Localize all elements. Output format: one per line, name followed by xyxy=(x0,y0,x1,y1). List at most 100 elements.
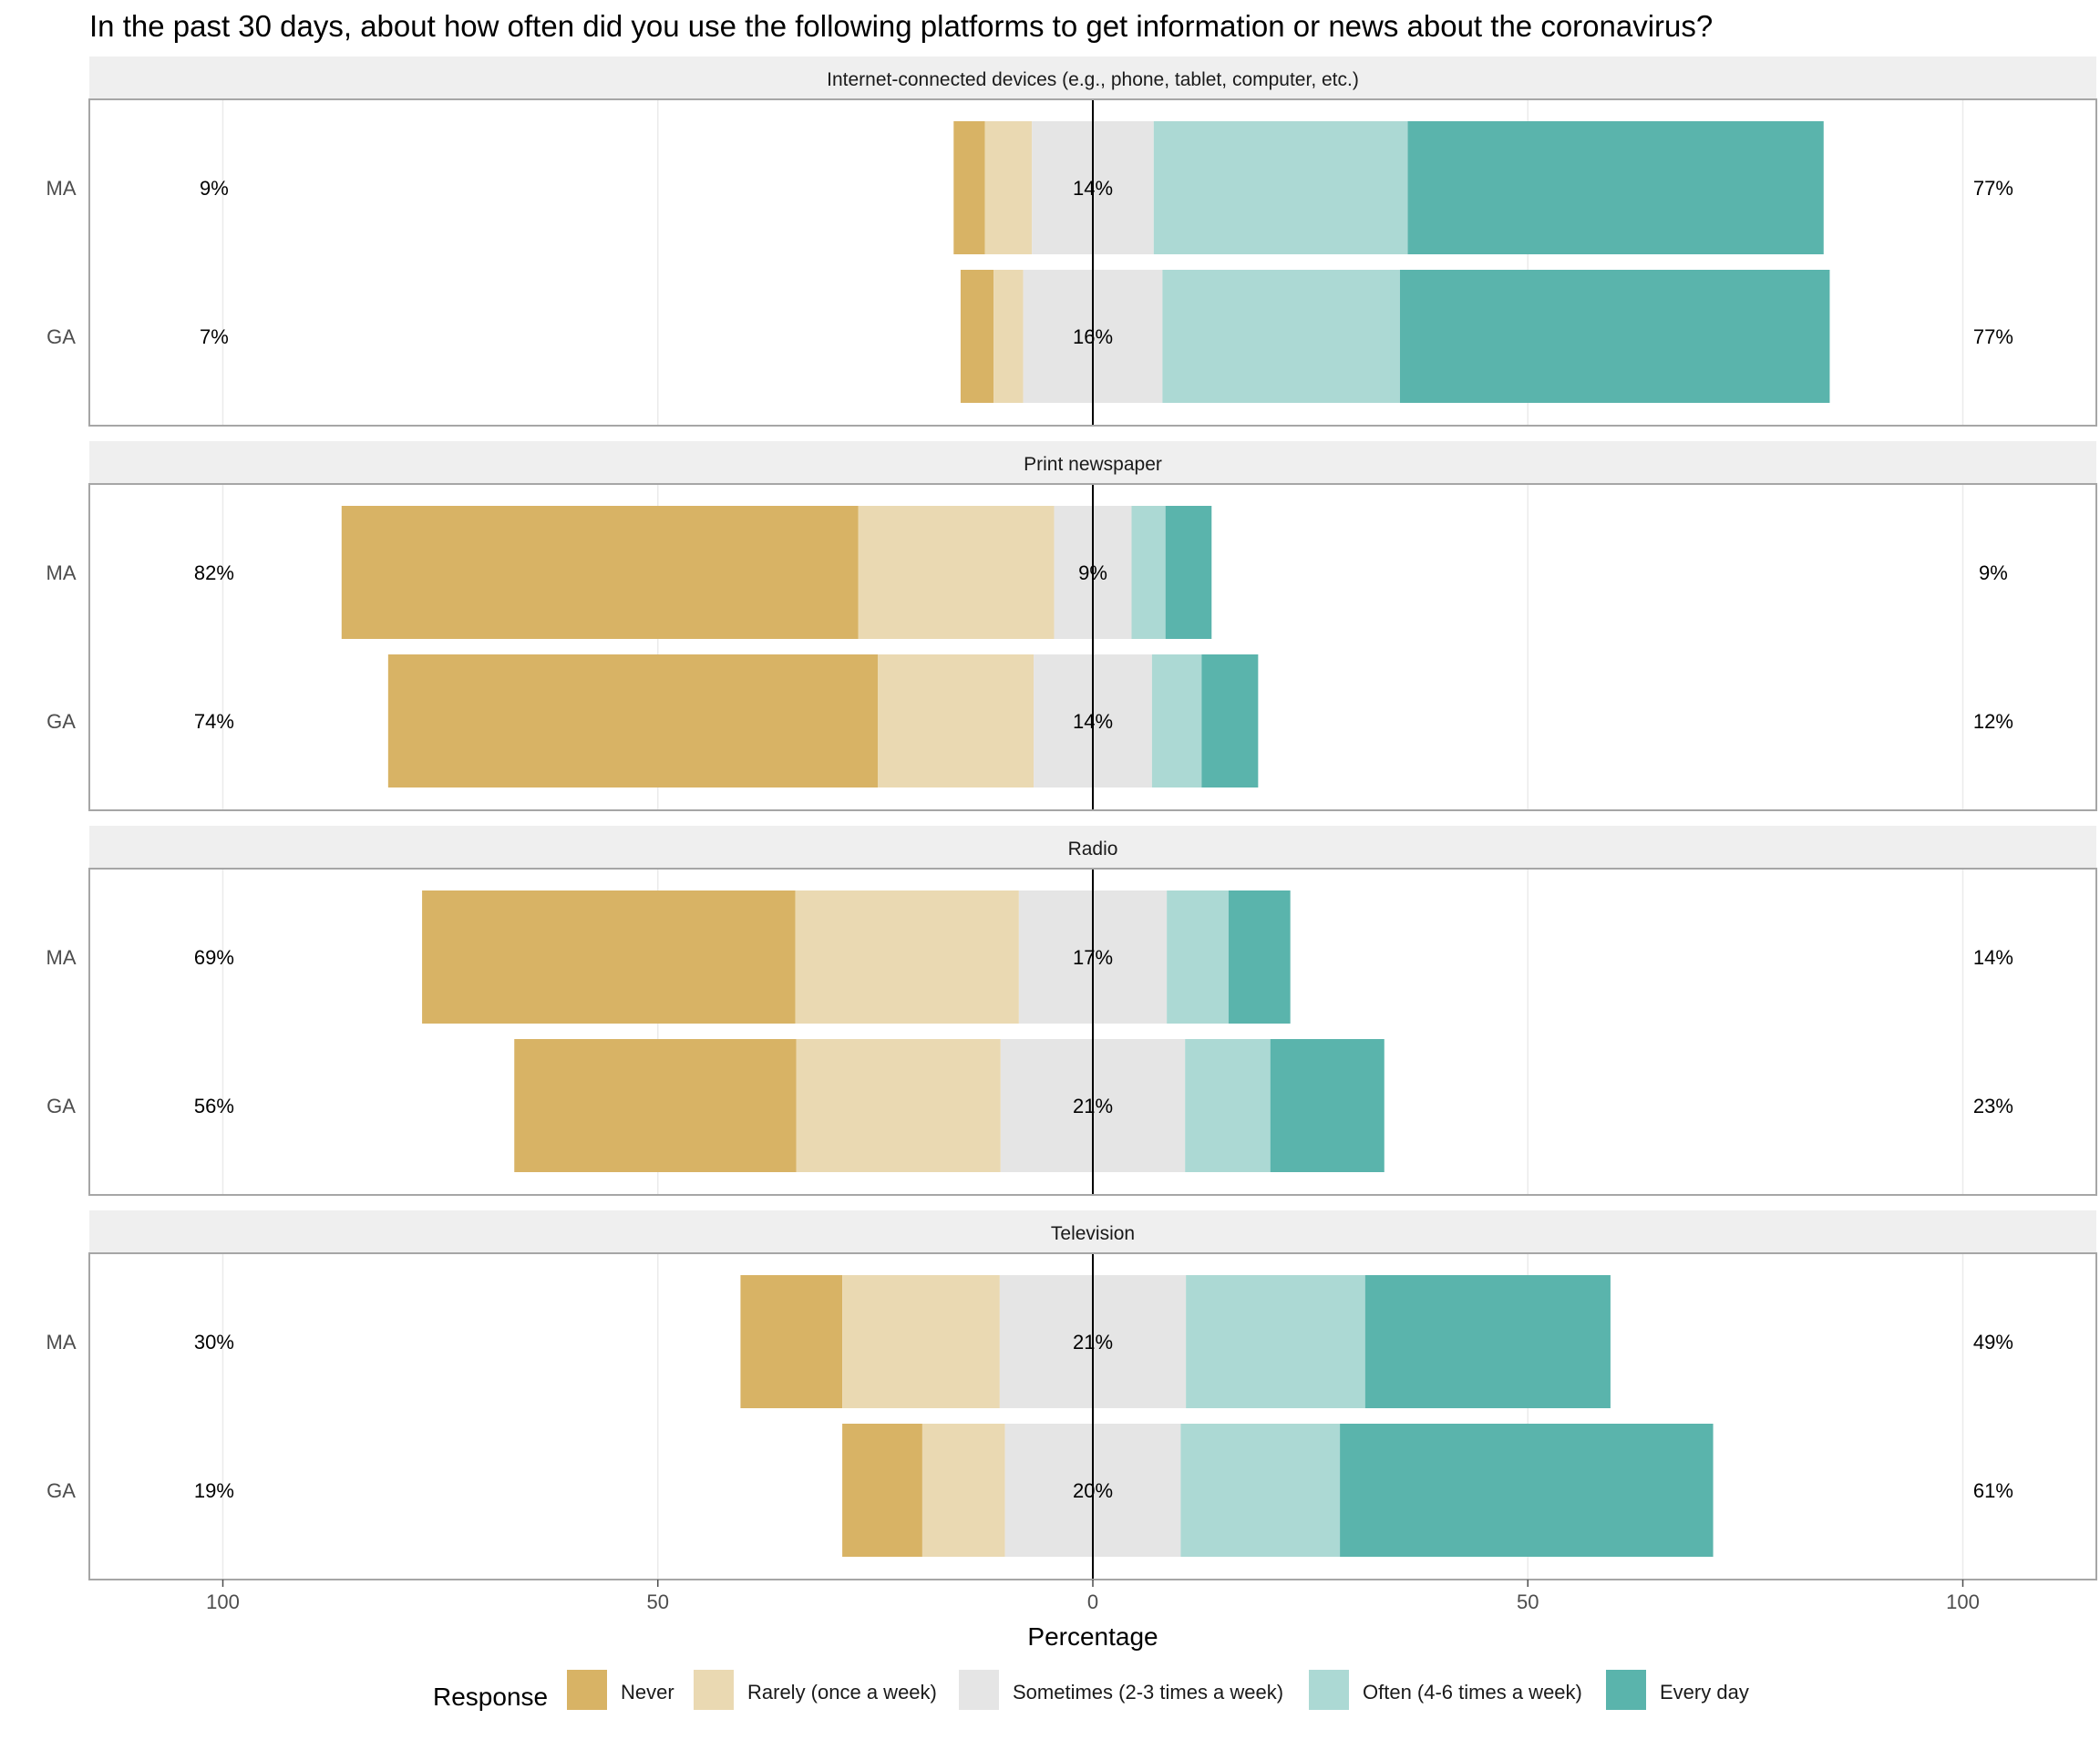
bar-segment xyxy=(796,1039,1001,1172)
legend-item: Rarely (once a week) xyxy=(694,1670,937,1710)
panel-border xyxy=(88,868,2097,1196)
bar-segment xyxy=(1167,890,1229,1024)
bar-segment xyxy=(1131,506,1166,639)
row-label: GA xyxy=(46,325,76,348)
bar-segment xyxy=(1185,1039,1271,1172)
bar-segment xyxy=(1201,654,1259,788)
x-tick-label: 100 xyxy=(1946,1590,1980,1613)
bar-segment xyxy=(921,1424,1005,1557)
low-percent-label: 9% xyxy=(200,177,229,200)
facet-strip xyxy=(89,441,2096,484)
bar-row: MA 30% 21% 49% xyxy=(46,1275,2013,1408)
low-percent-label: 56% xyxy=(194,1095,234,1117)
bar-segment xyxy=(878,654,1035,788)
bar-segment xyxy=(953,121,985,254)
facet-strip xyxy=(89,1210,2096,1253)
low-percent-label: 82% xyxy=(194,561,234,584)
bar-segment xyxy=(1407,121,1824,254)
legend-item: Every day xyxy=(1606,1670,1749,1710)
bar-row: MA 69% 17% 14% xyxy=(46,890,2013,1024)
high-percent-label: 77% xyxy=(1973,177,2013,200)
legend-label: Rarely (once a week) xyxy=(747,1681,937,1704)
row-label: GA xyxy=(46,710,76,733)
bar-segment xyxy=(514,1039,797,1172)
facet-strip xyxy=(89,57,2096,99)
bar-segment xyxy=(984,121,1033,254)
bar-row: MA 82% 9% 9% xyxy=(46,506,2008,639)
facet-title: Television xyxy=(1051,1223,1135,1244)
panel-border xyxy=(88,483,2097,811)
bar-segment xyxy=(1153,121,1408,254)
low-percent-label: 74% xyxy=(194,710,234,733)
bar-row: GA 7% 16% 77% xyxy=(46,270,2013,403)
bar-segment xyxy=(1162,270,1400,403)
low-percent-label: 19% xyxy=(194,1479,234,1502)
x-tick-label: 50 xyxy=(1517,1590,1539,1613)
bar-segment xyxy=(387,654,879,788)
bar-segment xyxy=(422,890,796,1024)
facet-strip xyxy=(89,826,2096,869)
facet-title: Radio xyxy=(1068,839,1118,860)
legend-swatch xyxy=(567,1670,607,1710)
high-percent-label: 14% xyxy=(1973,946,2013,969)
legend: Response Never Rarely (once a week) Sometim… xyxy=(433,1670,1749,1711)
legend-swatch xyxy=(1606,1670,1646,1710)
row-label: GA xyxy=(46,1095,76,1117)
bar-segment xyxy=(993,270,1024,403)
legend-title: Response xyxy=(433,1683,548,1711)
low-percent-label: 69% xyxy=(194,946,234,969)
x-tick-label: 0 xyxy=(1087,1590,1098,1613)
legend-item: Often (4-6 times a week) xyxy=(1309,1670,1582,1710)
facet-panels: Internet-connected devices (e.g., phone,… xyxy=(46,57,2097,1580)
bar-segment xyxy=(740,1275,843,1408)
bar-row: MA 9% 14% 77% xyxy=(46,121,2013,254)
row-label: MA xyxy=(46,1331,77,1354)
legend-swatch xyxy=(694,1670,734,1710)
low-percent-label: 7% xyxy=(200,325,229,348)
high-percent-label: 23% xyxy=(1973,1095,2013,1117)
bar-segment xyxy=(1364,1275,1611,1408)
legend-label: Never xyxy=(621,1681,674,1704)
bar-segment xyxy=(1180,1424,1341,1557)
x-axis: 100 50 0 50 100 xyxy=(206,1580,1980,1613)
bar-segment xyxy=(960,270,994,403)
high-percent-label: 9% xyxy=(1979,561,2008,584)
row-label: MA xyxy=(46,177,77,200)
bar-segment xyxy=(795,890,1019,1024)
bar-row: GA 74% 14% 12% xyxy=(46,654,2013,788)
x-axis-label: Percentage xyxy=(1027,1622,1158,1651)
bar-segment xyxy=(842,1275,1000,1408)
row-label: MA xyxy=(46,561,77,584)
x-tick-label: 50 xyxy=(647,1590,669,1613)
bar-segment xyxy=(842,1424,922,1557)
facet-panel: Internet-connected devices (e.g., phone,… xyxy=(46,57,2097,427)
legend-item: Never xyxy=(567,1670,674,1710)
legend-swatch xyxy=(959,1670,999,1710)
legend-label: Every day xyxy=(1660,1681,1749,1704)
bar-segment xyxy=(1340,1424,1714,1557)
bar-row: GA 56% 21% 23% xyxy=(46,1039,2013,1172)
bar-segment xyxy=(341,506,859,639)
bar-segment xyxy=(1399,270,1830,403)
legend-label: Sometimes (2-3 times a week) xyxy=(1013,1681,1283,1704)
high-percent-label: 49% xyxy=(1973,1331,2013,1354)
high-percent-label: 12% xyxy=(1973,710,2013,733)
bar-segment xyxy=(1228,890,1291,1024)
low-percent-label: 30% xyxy=(194,1331,234,1354)
row-label: GA xyxy=(46,1479,76,1502)
high-percent-label: 77% xyxy=(1973,325,2013,348)
panel-border xyxy=(88,98,2097,427)
bar-segment xyxy=(858,506,1055,639)
bar-segment xyxy=(1165,506,1212,639)
row-label: MA xyxy=(46,946,77,969)
bar-row: GA 19% 20% 61% xyxy=(46,1424,2013,1557)
high-percent-label: 61% xyxy=(1973,1479,2013,1502)
facet-title: Internet-connected devices (e.g., phone,… xyxy=(827,69,1359,90)
legend-swatch xyxy=(1309,1670,1349,1710)
legend-label: Often (4-6 times a week) xyxy=(1363,1681,1582,1704)
bar-segment xyxy=(1151,654,1202,788)
